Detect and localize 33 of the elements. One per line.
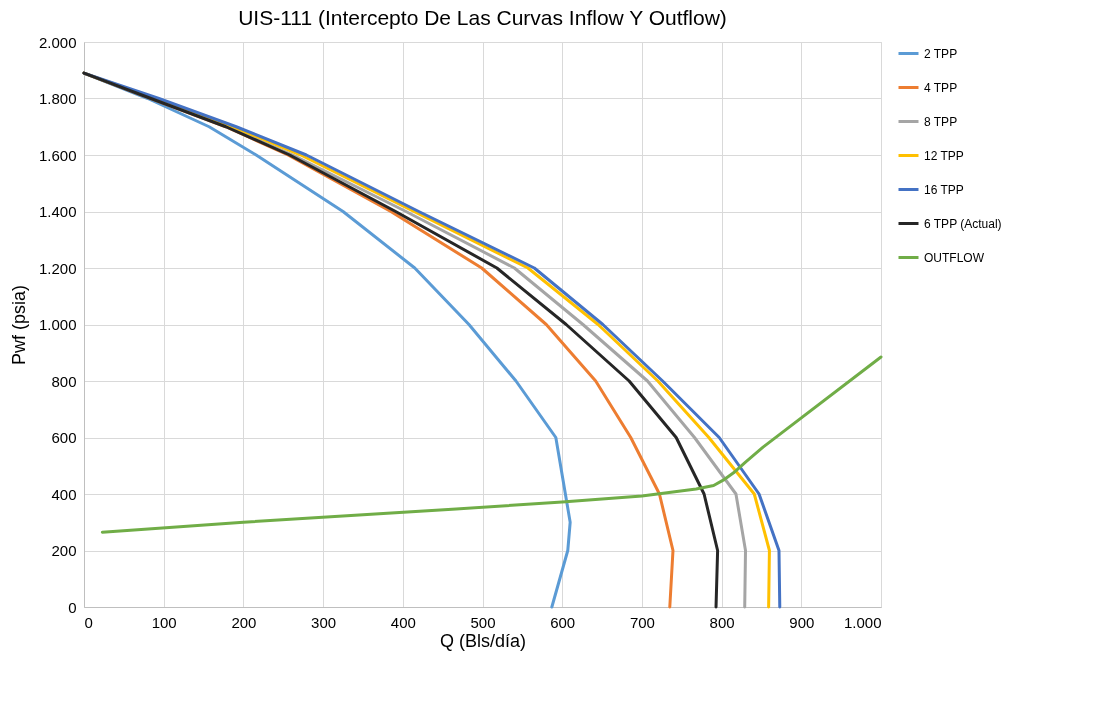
y-tick-label: 1.200	[38, 259, 77, 277]
x-tick-label: 100	[151, 613, 177, 631]
y-tick-label: 2.000	[38, 33, 77, 51]
y-tick-label: 1.000	[38, 316, 77, 333]
x-tick-label: 400	[390, 613, 416, 631]
legend-label: 16 TPP	[924, 182, 964, 197]
legend-label: OUTFLOW	[924, 250, 985, 265]
y-tick-label: 400	[51, 485, 77, 503]
y-tick-label: 1.400	[38, 203, 77, 220]
legend-label: 2 TPP	[924, 46, 958, 61]
x-tick-label: 800	[709, 613, 735, 631]
x-tick-label: 900	[789, 613, 815, 631]
legend-label: 6 TPP (Actual)	[924, 216, 1002, 231]
y-tick-label: 600	[51, 429, 77, 446]
x-tick-label: 200	[231, 613, 257, 631]
legend-label: 12 TPP	[924, 148, 964, 163]
y-tick-label: 0	[68, 598, 77, 616]
x-tick-label: 700	[629, 613, 655, 631]
x-tick-label: 300	[311, 613, 337, 631]
y-tick-label: 200	[51, 542, 77, 559]
x-tick-label: 1.000	[843, 613, 882, 631]
y-tick-label: 1.800	[38, 90, 77, 107]
x-tick-label: 0	[84, 613, 93, 631]
y-tick-label: 800	[51, 372, 77, 390]
x-axis-title: Q (Bls/día)	[439, 630, 527, 651]
x-tick-label: 500	[470, 613, 496, 631]
line-series	[100, 355, 883, 534]
y-tick-label: 1.600	[38, 146, 77, 164]
x-tick-label: 600	[550, 613, 576, 631]
legend-label: 4 TPP	[924, 80, 958, 95]
y-axis-title: Pwf (psia)	[8, 284, 29, 366]
chart-title: UIS-111 (Intercepto De Las Curvas Inflow Y Outflow)	[238, 6, 727, 29]
legend-label: 8 TPP	[924, 114, 958, 129]
